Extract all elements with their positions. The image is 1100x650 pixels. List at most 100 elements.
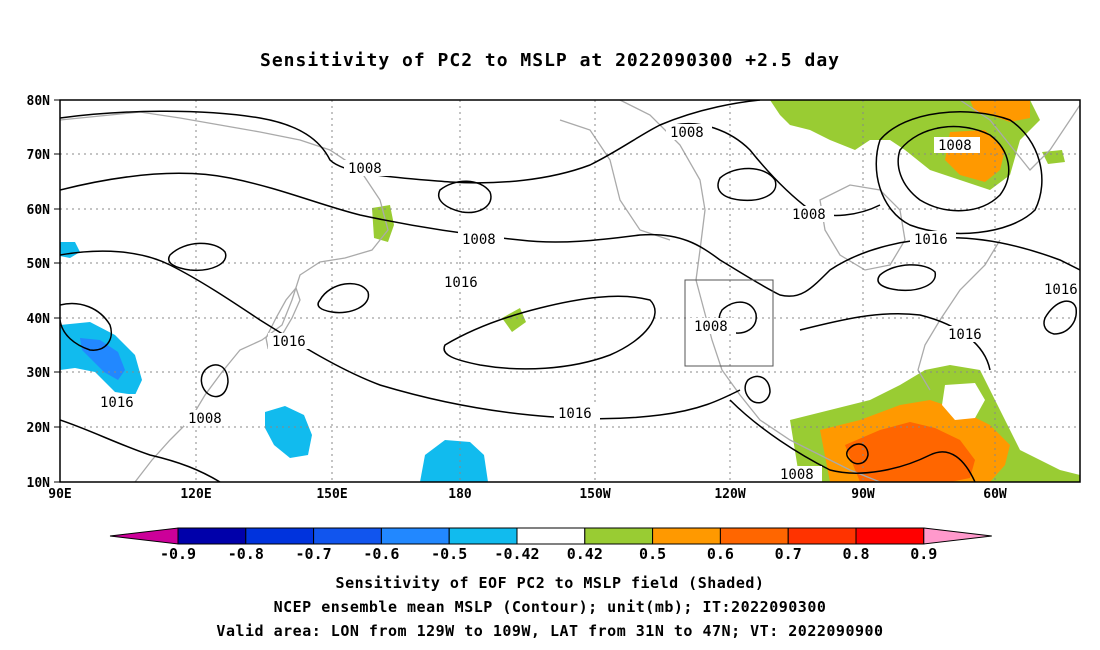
lon-tick-label: 150E [316,487,347,502]
shade-negative-asia-inner [80,338,125,380]
contour-1016-lower [60,250,741,420]
shade-green-pacific [502,308,526,332]
contour-label-1008: 1008 [938,138,972,154]
contour-label-1016: 1016 [100,395,134,411]
colorbar-box [177,527,247,545]
shade-negative-dateline [420,440,488,482]
coast-east-us [917,239,1001,391]
mslp-contours [60,100,1080,482]
colorbar-label: 0.8 [842,545,869,563]
lon-tick-label: 150W [579,487,610,502]
colorbar-box [380,527,450,545]
contour-siberia-loop [168,242,227,272]
caption-line-2: NCEP ensemble mean MSLP (Contour); unit(… [273,598,827,616]
contour-china-loop [200,364,229,398]
shade-white-hole-caribbean [942,383,985,420]
colorbar-box [245,527,315,545]
colorbar-box [448,527,518,545]
shade-green-kamchatka [372,205,394,242]
colorbar-label: -0.42 [494,545,539,563]
lon-tick-label: 120W [714,487,745,502]
shade-orange-arctic [970,100,1030,122]
contour-label-1008: 1008 [792,207,826,223]
contour-label-1016: 1016 [914,232,948,248]
coast-alaska [559,119,671,241]
lat-axis [54,99,60,483]
colorbar-label: 0.42 [567,545,603,563]
caption-line-1: Sensitivity of EOF PC2 to MSLP field (Sh… [335,574,765,592]
colorbar-box [855,527,925,545]
contour-gulf-loop [845,443,869,465]
contour-label-1008: 1008 [348,161,382,177]
contour-1016-labrador-outer [875,111,1043,235]
colorbar-triangle-left [109,527,179,545]
lon-tick-label: 90E [48,487,71,502]
contour-label-1008: 1008 [462,232,496,248]
lat-tick-label: 50N [27,257,51,272]
lon-tick-label: 120E [180,487,211,502]
shaded-sensitivity [60,100,1080,482]
colorbar-label: -0.6 [363,545,399,563]
lon-labels: 90E 120E 150E 180 150W 120W 90W 60W [48,487,1007,502]
colorbar-box [787,527,857,545]
contour-label-1008: 1008 [780,467,814,483]
caption-line-3: Valid area: LON from 129W to 109W, LAT f… [216,622,884,640]
map-title: Sensitivity of PC2 to MSLP at 2022090300… [259,50,840,71]
lon-tick-label: 180 [448,487,472,502]
shade-green-small [1042,150,1065,164]
colorbar-label: 0.6 [707,545,734,563]
contour-atlantic-loop [877,264,936,292]
lat-tick-label: 40N [27,312,51,327]
contour-atlantic-east-loop [1043,300,1077,335]
colorbar-label: -0.9 [160,545,196,563]
lat-tick-label: 20N [27,421,51,436]
colorbar-box [313,527,382,545]
colorbar: -0.9 -0.8 -0.7 -0.6 -0.5 -0.42 0.42 0.5 0.6 0.7 0.… [109,527,992,563]
colorbar-label: 0.9 [910,545,937,563]
coast-hudson [819,184,906,271]
lat-tick-label: 30N [27,366,51,381]
colorbar-label: 0.7 [775,545,802,563]
colorbar-label: -0.7 [296,545,332,563]
colorbar-box [719,527,789,545]
contour-canada-loop [717,167,777,202]
contour-1008-north [60,100,761,184]
contour-1008-labrador-low [897,125,1010,212]
colorbar-label: -0.8 [228,545,264,563]
lat-tick-label: 70N [27,148,51,163]
contour-us-east [799,312,991,371]
contour-label-1008: 1008 [694,319,728,335]
contour-labels: 1008 1008 1008 1008 1008 1016 1016 1016 … [96,124,1080,483]
contour-label-1008: 1008 [188,411,222,427]
colorbar-box [584,527,654,545]
contour-1016-pacific-high [443,295,656,370]
coast-asia [60,111,389,482]
colorbar-label: 0.5 [639,545,666,563]
contour-label-1016: 1016 [444,275,478,291]
lat-tick-label: 10N [27,476,51,491]
shade-negative-philippine-sea [265,406,312,458]
contour-label-1016: 1016 [1044,282,1078,298]
coast-japan [265,286,301,350]
contour-label-1016: 1016 [558,406,592,422]
contour-pacific-loop [317,282,370,314]
contour-1008-subtropics [60,419,221,482]
lat-tick-label: 60N [27,203,51,218]
coast-greenland [959,100,1080,171]
contour-asia-loop [60,302,112,351]
lat-tick-label: 80N [27,94,51,109]
contour-label-1008: 1008 [670,125,704,141]
shade-darkorange-gulf [845,422,975,482]
lat-labels: 80N 70N 60N 50N 40N 30N 20N 10N [27,94,51,491]
contour-label-1016: 1016 [272,334,306,350]
contour-1008-canada [674,123,881,217]
colorbar-box [652,527,721,545]
contour-kamchatka-low [438,180,492,214]
colorbar-label: -0.5 [431,545,467,563]
contour-label-1016: 1016 [948,327,982,343]
contour-1016-main [60,172,1080,297]
colorbar-box [516,527,586,545]
map-frame [59,99,1081,483]
colorbar-triangle-right [923,527,992,545]
